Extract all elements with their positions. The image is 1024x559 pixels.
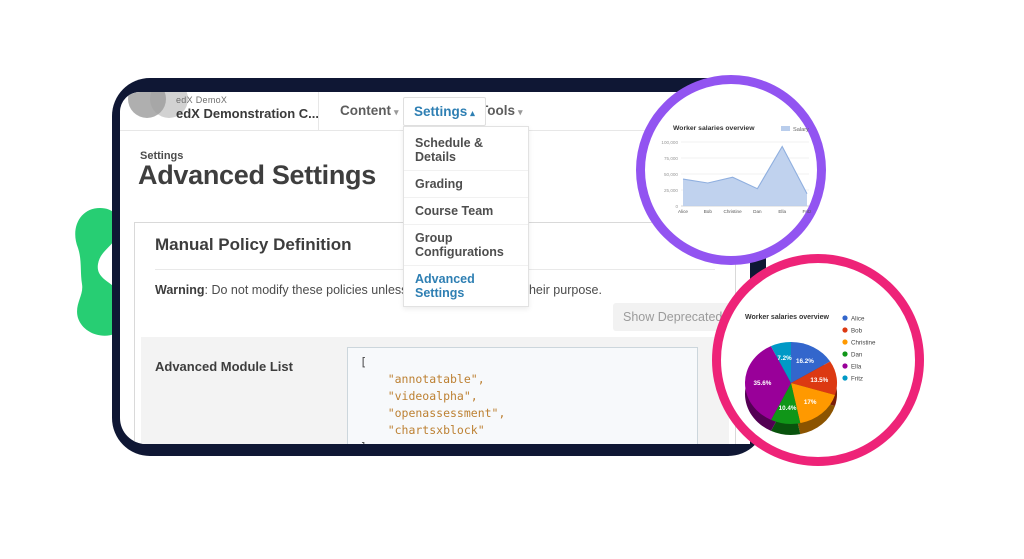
svg-text:75,000: 75,000 [664,156,678,161]
area-chart: Worker salaries overview Salary 0 25,000 5… [661,125,812,214]
svg-text:Dan: Dan [753,209,762,214]
nav-tab-settings[interactable]: Settings ▴ [403,97,486,126]
code-line: "videoalpha", [360,389,478,403]
svg-text:7.2%: 7.2% [777,355,792,362]
svg-text:Christine: Christine [724,209,743,214]
legend-swatch [781,126,790,131]
svg-text:100,000: 100,000 [661,140,678,145]
svg-text:16.2%: 16.2% [796,358,814,365]
area-chart-title: Worker salaries overview [673,125,755,132]
svg-text:Fritz: Fritz [851,376,863,383]
area-chart-inset-circle: Worker salaries overview Salary 0 25,000 5… [636,75,826,265]
code-line: ] [360,439,685,444]
advanced-module-list-label: Advanced Module List [155,359,293,374]
header-divider [318,92,319,130]
pie-chart-title: Worker salaries overview [745,314,829,321]
breadcrumb: Settings [140,150,184,162]
menu-item-course-team[interactable]: Course Team [404,197,528,224]
svg-text:Ella: Ella [778,209,786,214]
code-line: [ [360,355,367,369]
advanced-module-list-row: Advanced Module List [ "annotatable", "v… [141,337,729,444]
svg-text:25,000: 25,000 [664,188,678,193]
pie-chart-plot: 16.2% 13.5% 17% 10.4% 35.6% 7.2% [745,341,838,435]
nav-tab-tools[interactable]: Tools ▾ [480,103,523,118]
chevron-down-icon: ▾ [518,107,523,117]
code-line: "annotatable", [360,372,485,386]
menu-item-grading[interactable]: Grading [404,170,528,197]
svg-text:13.5%: 13.5% [810,377,828,384]
menu-item-group-configurations[interactable]: Group Configurations [404,224,528,265]
pie-chart-legend: Alice Bob Christine Dan Ella Fritz [842,315,876,383]
svg-text:Dan: Dan [851,352,863,359]
svg-text:35.6%: 35.6% [754,380,772,387]
svg-text:Alice: Alice [678,209,688,214]
svg-text:Bob: Bob [704,209,713,214]
chevron-up-icon: ▴ [470,108,475,118]
course-title[interactable]: edX Demonstration C... [176,106,320,121]
page-title: Advanced Settings [138,160,376,190]
warning-text: Warning: Do not modify these policies un… [155,283,602,297]
svg-text:50,000: 50,000 [664,172,678,177]
warning-label: Warning [155,283,205,297]
module-list-code-editor[interactable]: [ "annotatable", "videoalpha", "openasse… [347,347,698,444]
menu-item-advanced-settings[interactable]: Advanced Settings [404,265,528,306]
nav-tab-content[interactable]: Content ▾ [340,103,399,118]
svg-text:Fritz: Fritz [803,209,813,214]
svg-text:Ella: Ella [851,364,862,371]
menu-item-schedule-details[interactable]: Schedule & Details [415,136,484,164]
area-chart-legend-label: Salary [793,127,809,133]
section-title: Manual Policy Definition [155,235,352,254]
svg-text:0: 0 [675,204,678,209]
svg-text:Bob: Bob [851,328,863,335]
pie-chart: Worker salaries overview 16.2% 13.5% 17% 10… [745,314,876,435]
course-org-label: edX DemoX [176,95,228,105]
svg-text:17%: 17% [804,399,817,406]
area-chart-plot: 0 25,000 50,000 75,000 100,000 Alice Bob Christ… [661,140,812,214]
code-line: "openassessment", [360,406,506,420]
settings-dropdown-menu: Schedule & Details Grading Course Team G… [403,126,529,307]
chevron-down-icon: ▾ [394,107,399,117]
pie-chart-inset-circle: Worker salaries overview 16.2% 13.5% 17% 10… [712,254,924,466]
svg-text:Alice: Alice [851,316,865,323]
svg-text:Christine: Christine [851,340,876,347]
svg-text:10.4%: 10.4% [779,405,797,412]
code-line: "chartsxblock" [360,423,485,437]
